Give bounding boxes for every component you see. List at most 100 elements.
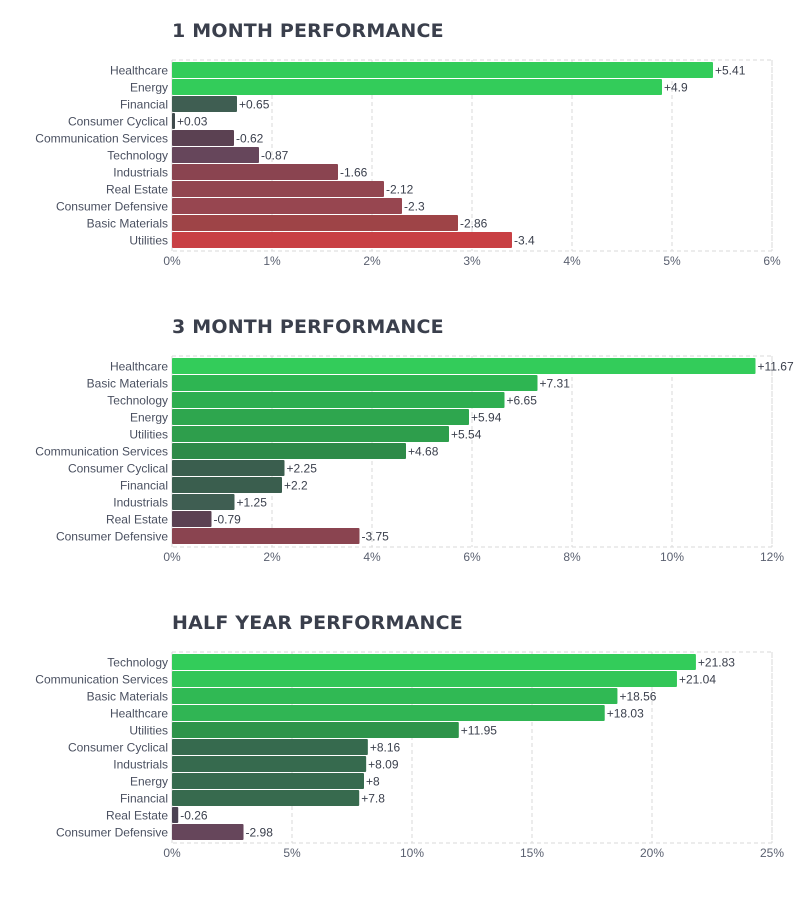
category-label: Real Estate	[106, 513, 168, 527]
category-label: Utilities	[129, 428, 168, 442]
category-label: Financial	[120, 479, 168, 493]
category-label: Basic Materials	[87, 377, 168, 391]
bar	[172, 460, 285, 476]
bar	[172, 164, 338, 180]
category-label: Communication Services	[35, 673, 168, 687]
bar	[172, 790, 360, 806]
bar	[172, 722, 459, 738]
chart-title: 3 MONTH PERFORMANCE	[172, 316, 444, 338]
bar	[172, 824, 244, 840]
chart-title: HALF YEAR PERFORMANCE	[172, 612, 463, 634]
category-label: Consumer Cyclical	[68, 115, 168, 129]
data-label: -0.87	[261, 149, 289, 163]
data-label: +0.65	[239, 98, 270, 112]
category-label: Real Estate	[106, 809, 168, 823]
data-label: -2.98	[246, 826, 274, 840]
bar	[172, 807, 179, 823]
bar-chart-half-year: 0% 5% 10% 15% 20% 25% Technology +21.83 Communic…	[35, 651, 784, 860]
x-tick-label: 0%	[163, 846, 181, 860]
bar	[172, 375, 538, 391]
bar	[172, 528, 360, 544]
x-tick-label: 5%	[283, 846, 301, 860]
data-label: -2.3	[404, 200, 425, 214]
category-label: Technology	[107, 394, 168, 408]
bar	[172, 358, 756, 374]
bar	[172, 147, 259, 163]
bar	[172, 494, 235, 510]
data-label: +1.25	[237, 496, 268, 510]
data-label: +2.2	[284, 479, 308, 493]
bar	[172, 477, 282, 493]
data-label: -0.26	[180, 809, 208, 823]
bar	[172, 113, 175, 129]
x-tick-label: 25%	[760, 846, 784, 860]
data-label: +11.67	[758, 360, 794, 374]
data-label: +8.16	[370, 741, 401, 755]
category-label: Utilities	[129, 724, 168, 738]
category-label: Utilities	[129, 234, 168, 248]
bar	[172, 215, 458, 231]
x-tick-label: 2%	[263, 550, 281, 564]
category-label: Basic Materials	[87, 217, 168, 231]
category-label: Communication Services	[35, 445, 168, 459]
bar	[172, 79, 662, 95]
data-label: +7.31	[540, 377, 571, 391]
category-label: Technology	[107, 149, 168, 163]
x-tick-label: 5%	[663, 254, 681, 268]
category-label: Industrials	[113, 496, 168, 510]
x-tick-label: 20%	[640, 846, 664, 860]
category-label: Healthcare	[110, 64, 168, 78]
bar	[172, 409, 469, 425]
data-label: +21.04	[679, 673, 716, 687]
bar	[172, 130, 234, 146]
category-label: Consumer Cyclical	[68, 741, 168, 755]
bar-chart-1-month: 0% 1% 2% 3% 4% 5% 6% Healthcare +5.41 Energy +4.9 F…	[35, 59, 781, 268]
data-label: -3.75	[362, 530, 390, 544]
category-label: Healthcare	[110, 360, 168, 374]
data-label: -0.79	[214, 513, 242, 527]
category-label: Communication Services	[35, 132, 168, 146]
bar	[172, 671, 677, 687]
bar	[172, 756, 367, 772]
category-label: Energy	[130, 775, 168, 789]
category-label: Consumer Defensive	[56, 826, 168, 840]
data-label: +18.03	[607, 707, 644, 721]
data-label: +0.03	[177, 115, 208, 129]
category-label: Financial	[120, 98, 168, 112]
data-label: -2.86	[460, 217, 488, 231]
category-label: Consumer Cyclical	[68, 462, 168, 476]
category-label: Energy	[130, 81, 168, 95]
x-tick-label: 1%	[263, 254, 281, 268]
data-label: +4.68	[408, 445, 439, 459]
data-label: +8	[366, 775, 380, 789]
category-label: Healthcare	[110, 707, 168, 721]
bar	[172, 62, 713, 78]
data-label: +8.09	[368, 758, 399, 772]
x-tick-label: 15%	[520, 846, 544, 860]
data-label: +5.94	[471, 411, 502, 425]
category-label: Industrials	[113, 758, 168, 772]
x-tick-label: 6%	[763, 254, 781, 268]
category-label: Industrials	[113, 166, 168, 180]
category-label: Energy	[130, 411, 168, 425]
x-tick-label: 4%	[563, 254, 581, 268]
bar	[172, 705, 605, 721]
data-label: +7.8	[361, 792, 385, 806]
data-label: -0.62	[236, 132, 264, 146]
bar	[172, 392, 505, 408]
bar	[172, 688, 618, 704]
x-tick-label: 0%	[163, 254, 181, 268]
x-tick-label: 3%	[463, 254, 481, 268]
bar	[172, 654, 696, 670]
category-label: Consumer Defensive	[56, 200, 168, 214]
data-label: +5.54	[451, 428, 482, 442]
x-tick-label: 10%	[400, 846, 424, 860]
x-tick-label: 6%	[463, 550, 481, 564]
bar	[172, 181, 384, 197]
x-tick-label: 2%	[363, 254, 381, 268]
data-label: +21.83	[698, 656, 735, 670]
bar	[172, 426, 449, 442]
x-tick-label: 4%	[363, 550, 381, 564]
bar	[172, 511, 212, 527]
bar	[172, 198, 402, 214]
